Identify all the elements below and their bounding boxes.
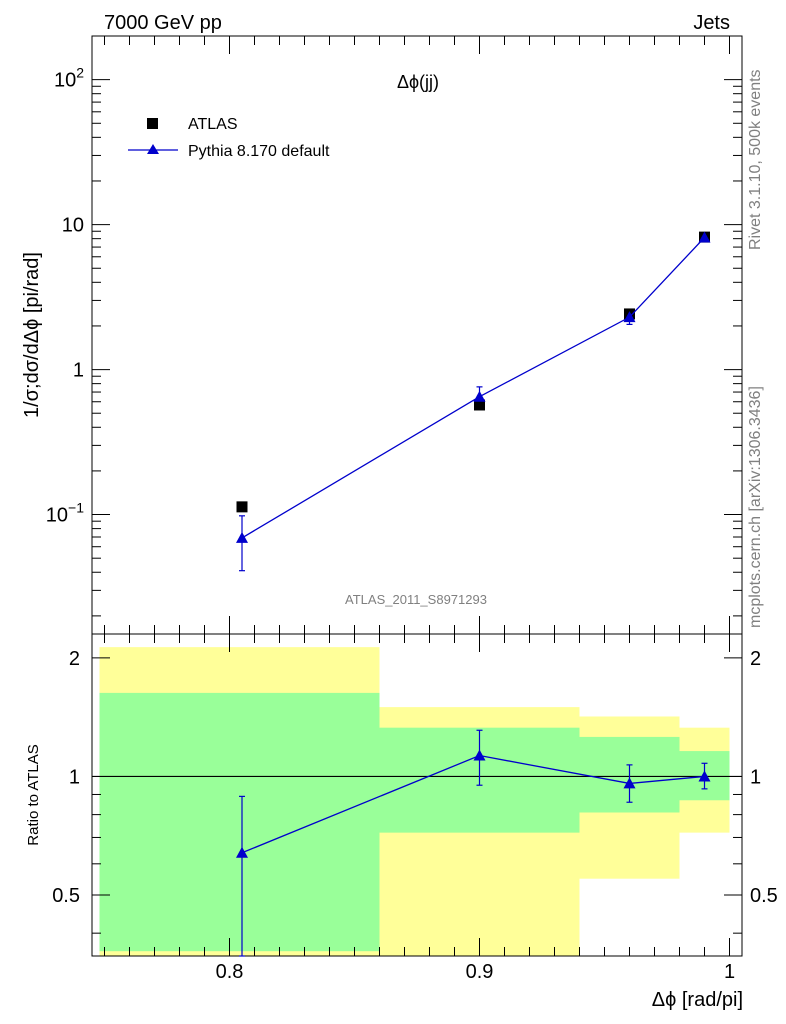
x-tick-label: 0.8 — [216, 961, 244, 983]
main-y-tick-labels: 102 10 1 10−1 — [46, 65, 84, 527]
atlas-data-point — [474, 399, 485, 411]
main-plot-panel: 102 10 1 10−1 Δϕ(jj) ATLAS_2011_S8971293 1/… — [21, 35, 743, 635]
ratio-y-tick-label: 2 — [69, 648, 80, 670]
header-left-label: 7000 GeV pp — [104, 12, 222, 34]
pythia-data-point — [623, 311, 636, 323]
main-y-tick-label: 1 — [73, 360, 84, 382]
main-y-axis-label: 1/σ;dσ/dΔϕ [pi/rad] — [21, 252, 43, 418]
ratio-plot-frame — [91, 633, 743, 957]
ratio-data-point — [698, 770, 711, 782]
main-data-layer — [236, 231, 711, 572]
ratio-plot-panel: 0.5 0.5 1 1 2 2 0.8 0.9 1 Ratio to ATLAS Δϕ [ra… — [25, 633, 778, 1011]
x-tick-label: 1 — [724, 961, 735, 983]
x-tick-label: 0.9 — [466, 961, 494, 983]
pythia-data-point — [473, 390, 486, 402]
main-y-tick-label: 102 — [54, 65, 84, 92]
ratio-data-point — [236, 846, 248, 858]
ratio-y-tick-label-right: 1 — [750, 766, 761, 788]
rivet-version-label: Rivet 3.1.10, 500k events — [747, 69, 764, 250]
legend-atlas-marker — [147, 118, 158, 129]
ratio-y-tick-label-right: 0.5 — [750, 885, 778, 907]
x-axis-label: Δϕ [rad/pi] — [652, 989, 743, 1011]
source-label: mcplots.cern.ch [arXiv:1306.3436] — [747, 386, 764, 628]
ratio-data-layer — [236, 729, 711, 957]
ratio-green-band — [99, 692, 380, 952]
header-right-label: Jets — [693, 12, 730, 34]
ratio-y-tick-label-right: 2 — [750, 648, 761, 670]
legend-pythia-label: Pythia 8.170 default — [188, 143, 330, 160]
main-y-tick-label: 10 — [62, 215, 84, 237]
legend-pythia-marker — [147, 144, 159, 154]
main-tick-marks — [92, 35, 742, 634]
ratio-uncertainty-bands — [99, 647, 730, 956]
pythia-data-point — [698, 231, 711, 243]
pythia-line — [241, 237, 705, 539]
legend-atlas-label: ATLAS — [188, 116, 238, 133]
ratio-data-point — [623, 777, 636, 789]
main-y-tick-label: 10−1 — [46, 500, 84, 527]
analysis-watermark: ATLAS_2011_S8971293 — [345, 592, 487, 607]
atlas-data-point — [236, 501, 248, 513]
ratio-data-point — [473, 749, 486, 761]
ratio-y-tick-labels: 0.5 0.5 1 1 2 2 — [52, 648, 778, 907]
pythia-data-point — [236, 531, 248, 543]
ratio-y-axis-label: Ratio to ATLAS — [25, 744, 42, 845]
ratio-pythia-line — [241, 754, 705, 854]
legend: ATLAS Pythia 8.170 default — [128, 116, 330, 160]
plot-title: Δϕ(jj) — [397, 72, 439, 92]
x-tick-labels: 0.8 0.9 1 — [216, 961, 735, 983]
ratio-y-tick-label: 0.5 — [52, 885, 80, 907]
ratio-y-tick-label: 1 — [69, 766, 80, 788]
